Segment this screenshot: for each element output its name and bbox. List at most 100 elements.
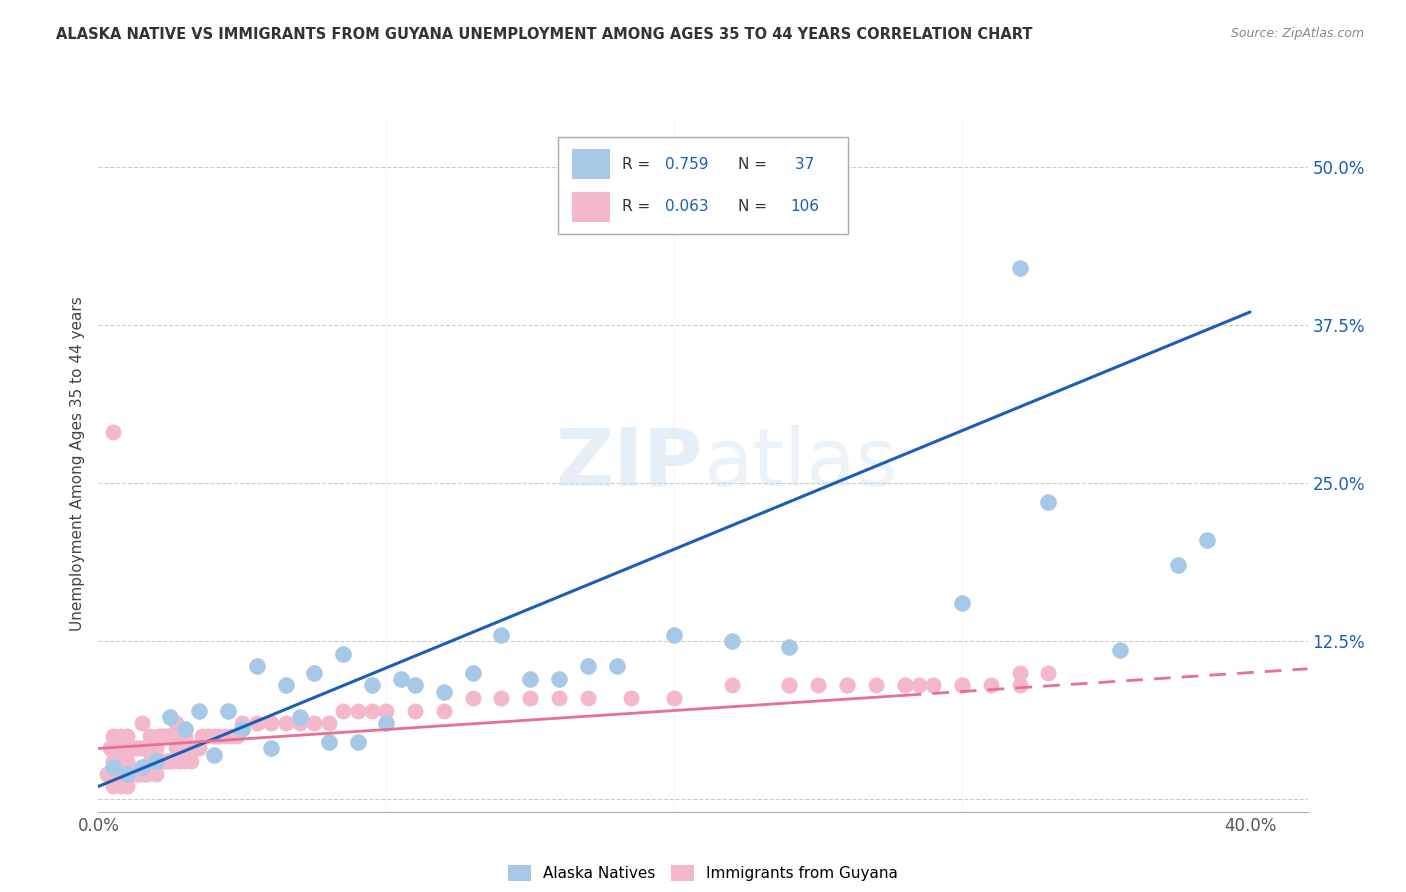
Point <box>246 659 269 673</box>
Point <box>260 741 283 756</box>
Point <box>231 716 253 731</box>
Point <box>217 704 239 718</box>
Point <box>720 634 742 648</box>
Point <box>98 741 121 756</box>
Bar <box>572 193 610 221</box>
Point <box>104 741 127 756</box>
Point <box>115 780 138 794</box>
Text: atlas: atlas <box>703 425 897 503</box>
Point <box>274 716 297 731</box>
Point <box>208 729 231 743</box>
Point <box>620 690 643 705</box>
Text: ZIP: ZIP <box>555 425 703 503</box>
Point <box>188 741 211 756</box>
Point <box>461 665 484 680</box>
Point <box>865 678 887 692</box>
Point <box>778 678 800 692</box>
Text: Source: ZipAtlas.com: Source: ZipAtlas.com <box>1230 27 1364 40</box>
Point <box>304 665 326 680</box>
Point <box>664 627 686 641</box>
Point <box>131 741 153 756</box>
Point <box>136 741 159 756</box>
Point <box>433 704 456 718</box>
Point <box>125 766 148 780</box>
Point <box>1008 665 1031 680</box>
Point <box>107 766 129 780</box>
Point <box>274 678 297 692</box>
Point <box>332 647 354 661</box>
Point <box>375 716 398 731</box>
Point <box>807 678 830 692</box>
Point <box>173 729 195 743</box>
Point <box>101 780 124 794</box>
Point <box>893 678 915 692</box>
Point <box>159 729 181 743</box>
Point <box>110 754 132 768</box>
Point <box>304 716 326 731</box>
Legend: Alaska Natives, Immigrants from Guyana: Alaska Natives, Immigrants from Guyana <box>502 859 904 888</box>
Point <box>404 704 426 718</box>
Point <box>1038 665 1060 680</box>
Point <box>346 704 368 718</box>
Point <box>131 766 153 780</box>
Point <box>778 678 800 692</box>
Point <box>162 754 184 768</box>
Text: R =: R = <box>621 200 655 214</box>
Point <box>170 741 193 756</box>
Point <box>191 729 214 743</box>
Point <box>664 690 686 705</box>
Point <box>461 690 484 705</box>
Point <box>375 704 398 718</box>
Point <box>145 741 167 756</box>
Text: N =: N = <box>738 157 772 171</box>
Point <box>404 678 426 692</box>
Point <box>167 754 190 768</box>
Y-axis label: Unemployment Among Ages 35 to 44 years: Unemployment Among Ages 35 to 44 years <box>70 296 86 632</box>
Point <box>1038 495 1060 509</box>
Point <box>159 710 181 724</box>
Point <box>96 766 118 780</box>
Point <box>491 627 513 641</box>
Point <box>165 741 187 756</box>
Point <box>950 678 973 692</box>
Point <box>101 729 124 743</box>
Point <box>202 747 225 762</box>
Point <box>519 690 541 705</box>
Point <box>148 754 170 768</box>
Text: ALASKA NATIVE VS IMMIGRANTS FROM GUYANA UNEMPLOYMENT AMONG AGES 35 TO 44 YEARS C: ALASKA NATIVE VS IMMIGRANTS FROM GUYANA … <box>56 27 1033 42</box>
Point <box>156 754 179 768</box>
Point <box>922 678 945 692</box>
Point <box>104 766 127 780</box>
Point <box>606 659 628 673</box>
Point <box>165 716 187 731</box>
Point <box>548 672 571 686</box>
Point <box>214 729 236 743</box>
Point <box>98 766 121 780</box>
Point <box>548 690 571 705</box>
Text: 0.063: 0.063 <box>665 200 709 214</box>
Point <box>720 678 742 692</box>
Point <box>173 754 195 768</box>
Point <box>908 678 931 692</box>
Point <box>134 741 156 756</box>
Point <box>110 729 132 743</box>
Point <box>139 729 162 743</box>
Point <box>197 729 219 743</box>
Point <box>835 678 858 692</box>
Point <box>150 729 173 743</box>
Point <box>389 672 412 686</box>
Point <box>120 766 142 780</box>
Text: 106: 106 <box>790 200 820 214</box>
Point <box>120 741 142 756</box>
Point <box>159 754 181 768</box>
Text: N =: N = <box>738 200 772 214</box>
Point <box>246 716 269 731</box>
Point <box>318 716 340 731</box>
Point <box>107 741 129 756</box>
Point <box>202 729 225 743</box>
Point <box>186 741 208 756</box>
Point <box>112 766 135 780</box>
Point <box>173 723 195 737</box>
Point <box>225 729 247 743</box>
Point <box>153 754 176 768</box>
